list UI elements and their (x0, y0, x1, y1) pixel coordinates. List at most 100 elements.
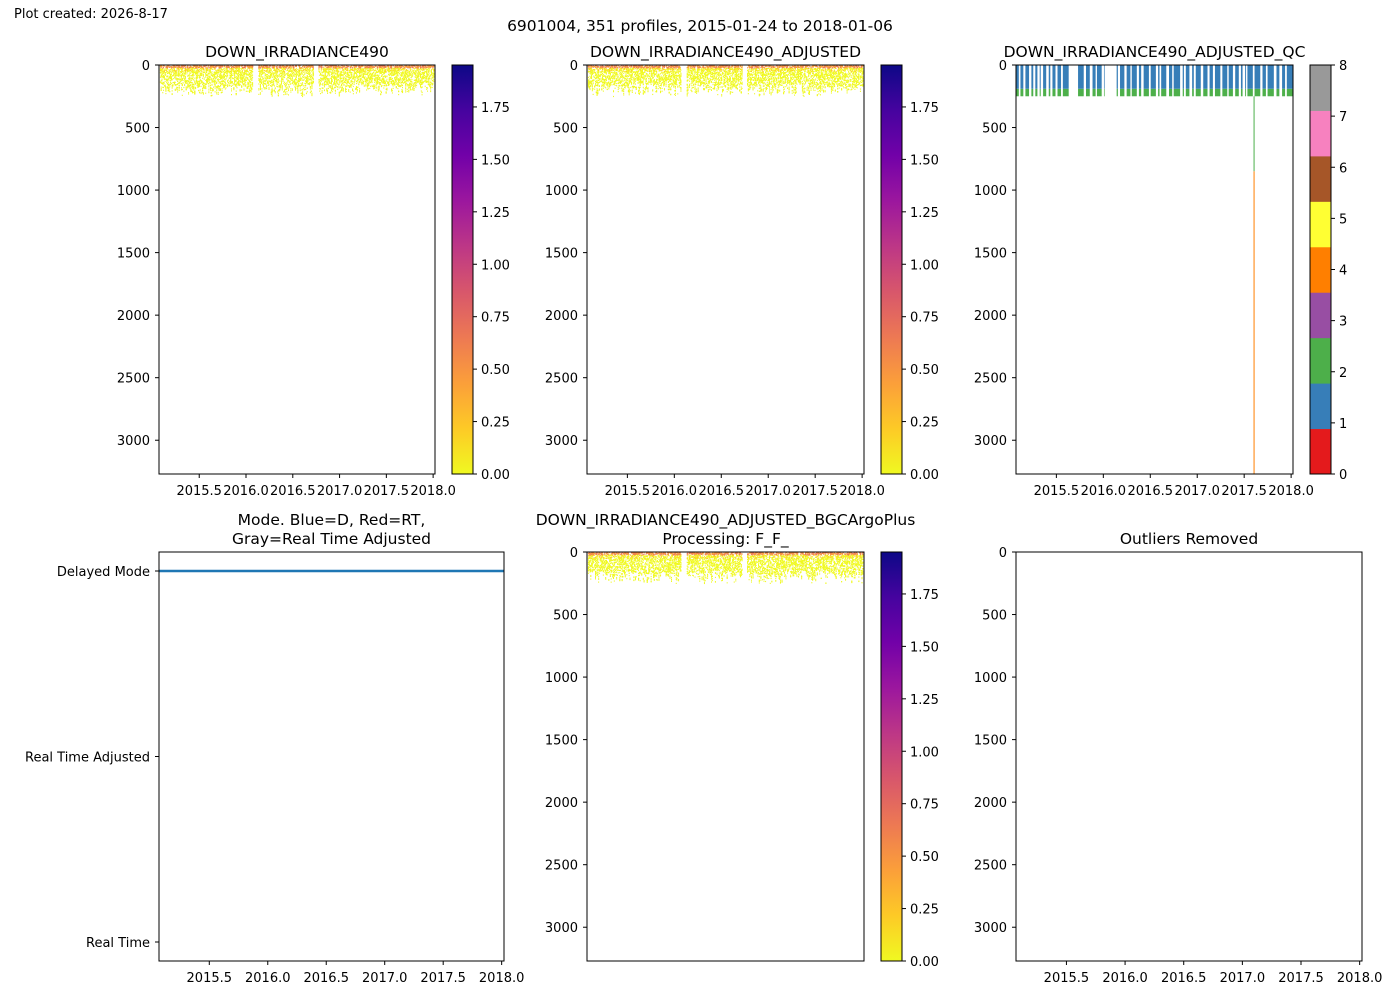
data-cell (247, 65, 249, 68)
data-cell (276, 78, 278, 80)
data-cell (170, 83, 172, 85)
data-cell (200, 67, 202, 70)
data-cell (202, 81, 204, 83)
data-cell (234, 66, 236, 69)
data-cell (200, 92, 202, 95)
data-cell (160, 86, 162, 88)
data-cell (199, 82, 201, 85)
data-cell (186, 69, 188, 71)
data-cell (231, 67, 233, 70)
data-cell (191, 86, 193, 88)
data-cell (283, 66, 285, 69)
data-cell (181, 65, 183, 67)
data-cell (166, 67, 168, 69)
data-cell (196, 71, 198, 74)
data-cell (338, 94, 340, 96)
data-cell (197, 74, 199, 76)
data-cell (191, 69, 193, 71)
data-cell (270, 81, 272, 84)
panel-0-title: DOWN_IRRADIANCE490 (205, 43, 389, 62)
data-cell (373, 71, 375, 73)
data-cell (302, 83, 304, 85)
data-cell (331, 91, 333, 93)
data-cell (275, 69, 277, 71)
data-cell (181, 68, 183, 70)
data-cell (166, 66, 168, 69)
data-cell (247, 90, 249, 92)
data-cell (223, 72, 225, 74)
data-cell (183, 90, 185, 92)
data-cell (343, 84, 345, 86)
data-cell (201, 72, 203, 74)
data-cell (259, 74, 261, 77)
data-cell (209, 81, 211, 84)
data-cell (192, 86, 194, 88)
data-cell (195, 72, 197, 75)
data-cell (219, 68, 221, 71)
data-cell (170, 70, 172, 72)
data-cell (327, 87, 329, 90)
data-cell (208, 80, 210, 82)
data-cell (360, 73, 362, 76)
data-cell (189, 78, 191, 80)
data-cell (171, 87, 173, 89)
data-cell (205, 65, 207, 67)
data-cell (188, 69, 190, 71)
data-cell (249, 71, 251, 74)
data-cell (186, 81, 188, 83)
data-cell (300, 78, 302, 81)
data-cell (294, 75, 296, 77)
data-cell (215, 65, 217, 67)
data-cell (211, 83, 213, 85)
data-cell (358, 83, 360, 85)
data-cell (250, 69, 252, 71)
data-cell (178, 89, 180, 91)
data-cell (277, 94, 279, 96)
data-cell (288, 88, 290, 90)
data-cell (220, 77, 222, 79)
data-cell (209, 70, 211, 72)
data-cell (241, 89, 243, 91)
data-cell (211, 89, 213, 92)
data-cell (213, 86, 215, 88)
data-cell (218, 86, 220, 88)
data-cell (162, 67, 164, 70)
data-cell (234, 77, 236, 79)
data-cell (352, 82, 354, 85)
data-cell (238, 68, 240, 70)
data-cell (268, 80, 270, 82)
data-cell (260, 65, 262, 67)
data-cell (378, 87, 380, 89)
data-cell (284, 74, 286, 76)
data-cell (259, 86, 261, 88)
data-cell (170, 77, 172, 79)
data-cell (217, 85, 219, 87)
data-cell (191, 90, 193, 93)
data-cell (245, 79, 247, 81)
data-cell (188, 93, 190, 95)
data-cell (220, 76, 222, 79)
data-cell (188, 67, 190, 69)
data-cell (249, 81, 251, 83)
data-cell (409, 70, 411, 73)
data-cell (180, 74, 182, 76)
data-cell (181, 66, 183, 68)
data-cell (177, 83, 179, 85)
data-cell (231, 74, 233, 76)
data-cell (200, 80, 202, 82)
data-cell (196, 77, 198, 80)
data-cell (208, 73, 210, 75)
data-cell (348, 65, 350, 68)
data-cell (210, 95, 212, 97)
data-cell (235, 66, 237, 68)
data-cell (181, 88, 183, 91)
data-cell (238, 70, 240, 72)
data-cell (190, 76, 192, 78)
data-cell (198, 80, 200, 82)
data-cell (195, 78, 197, 80)
data-cell (179, 77, 181, 79)
data-cell (169, 77, 171, 79)
data-cell (265, 83, 267, 86)
data-cell (345, 71, 347, 73)
data-cell (351, 76, 353, 78)
